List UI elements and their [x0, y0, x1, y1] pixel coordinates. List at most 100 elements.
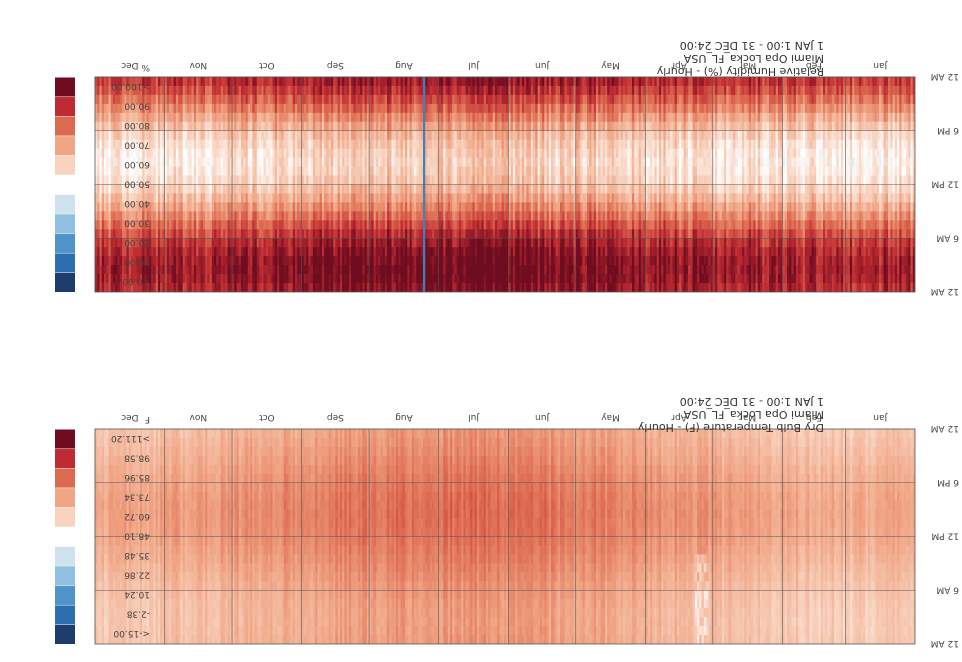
- heatmap-cell: [638, 473, 641, 483]
- heatmap-cell: [723, 428, 727, 438]
- heatmap-cell: [833, 571, 837, 582]
- heatmap-cell: [667, 446, 671, 456]
- heatmap-cell: [737, 571, 740, 582]
- heatmap-cell: [584, 473, 587, 483]
- heatmap-cell: [746, 563, 749, 573]
- heatmap-cell: [606, 545, 610, 555]
- heatmap-cell: [802, 518, 805, 528]
- heatmap-cell: [788, 527, 792, 537]
- heatmap-cell: [734, 563, 738, 573]
- heatmap-cell: [624, 473, 628, 483]
- heatmap-cell: [793, 446, 796, 456]
- heatmap-cell: [739, 545, 743, 555]
- heatmap-day-column: [609, 428, 612, 644]
- heatmap-cell: [541, 545, 545, 555]
- heatmap-cell: [847, 509, 850, 519]
- heatmap-cell: [901, 616, 904, 627]
- heatmap-cell: [575, 446, 579, 456]
- heatmap-cell: [629, 545, 632, 555]
- heatmap-cell: [541, 634, 545, 644]
- heatmap-cell: [874, 509, 877, 519]
- heatmap-cell: [730, 491, 734, 501]
- heatmap-cell: [523, 536, 527, 546]
- heatmap-cell: [528, 446, 531, 456]
- heatmap-cell: [730, 616, 734, 627]
- heatmap-cell: [485, 563, 489, 573]
- heatmap-cell: [845, 563, 848, 573]
- heatmap-cell: [903, 482, 907, 492]
- heatmap-cell: [701, 446, 704, 456]
- heatmap-cell: [465, 634, 468, 644]
- heatmap-cell: [669, 482, 673, 492]
- heatmap-cell: [743, 563, 747, 573]
- heatmap-cell: [555, 473, 558, 483]
- heatmap-cell: [561, 527, 565, 537]
- heatmap-cell: [822, 545, 826, 555]
- heatmap-cell: [732, 571, 736, 582]
- heatmap-cell: [595, 464, 599, 474]
- heatmap-cell: [896, 634, 900, 644]
- heatmap-cell: [757, 545, 760, 555]
- heatmap-cell: [624, 464, 628, 474]
- heatmap-cell: [901, 589, 904, 600]
- heatmap-cell: [683, 464, 686, 474]
- heatmap-cell: [609, 455, 612, 465]
- heatmap-cell: [811, 536, 814, 546]
- heatmap-cell: [845, 625, 848, 636]
- heatmap-cell: [501, 491, 504, 501]
- heatmap-cell: [907, 428, 911, 438]
- heatmap-cell: [813, 446, 817, 456]
- heatmap-cell: [836, 616, 839, 627]
- heatmap-cell: [856, 482, 859, 492]
- heatmap-cell: [858, 491, 862, 501]
- heatmap-cell: [896, 545, 900, 555]
- heatmap-cell: [800, 455, 803, 465]
- heatmap-cell: [768, 634, 772, 644]
- heatmap-cell: [548, 446, 552, 456]
- heatmap-cell: [820, 428, 823, 438]
- heatmap-cell: [638, 625, 641, 636]
- heatmap-cell: [665, 545, 668, 555]
- heatmap-cell: [548, 580, 552, 591]
- heatmap-cell: [494, 536, 498, 546]
- heatmap-day-column: [620, 428, 623, 644]
- heatmap-cell: [912, 536, 915, 546]
- heatmap-cell: [573, 545, 576, 555]
- heatmap-cell: [658, 464, 662, 474]
- heatmap-cell: [528, 482, 531, 492]
- heatmap-cell: [707, 500, 711, 510]
- heatmap-cell: [604, 616, 608, 627]
- heatmap-cell: [842, 536, 846, 546]
- heatmap-cell: [809, 598, 812, 609]
- heatmap-cell: [483, 589, 486, 600]
- heatmap-cell: [633, 598, 637, 609]
- heatmap-cell: [894, 625, 898, 636]
- heatmap-cell: [775, 598, 778, 609]
- heatmap-cell: [478, 580, 482, 591]
- heatmap-cell: [597, 616, 601, 627]
- heatmap-cell: [836, 500, 839, 510]
- heatmap-cell: [678, 437, 682, 447]
- heatmap-cell: [721, 598, 725, 609]
- heatmap-cell: [528, 616, 531, 627]
- heatmap-day-column: [707, 428, 711, 644]
- heatmap-cell: [871, 482, 875, 492]
- heatmap-cell: [642, 536, 646, 546]
- heatmap-cell: [728, 554, 731, 564]
- heatmap-cell: [820, 464, 823, 474]
- heatmap-cell: [719, 554, 722, 564]
- heatmap-cell: [620, 563, 623, 573]
- heatmap-cell: [517, 580, 520, 591]
- heatmap-cell: [548, 607, 552, 618]
- heatmap-cell: [833, 545, 837, 555]
- heatmap-cell: [512, 563, 516, 573]
- heatmap-cell: [618, 598, 621, 609]
- heatmap-cell: [723, 464, 727, 474]
- heatmap-cell: [757, 518, 760, 528]
- heatmap-cell: [561, 545, 565, 555]
- heatmap-cell: [714, 509, 718, 519]
- heatmap-cell: [788, 482, 792, 492]
- heatmap-cell: [867, 527, 871, 537]
- heatmap-cell: [611, 571, 614, 582]
- heatmap-cell: [853, 616, 857, 627]
